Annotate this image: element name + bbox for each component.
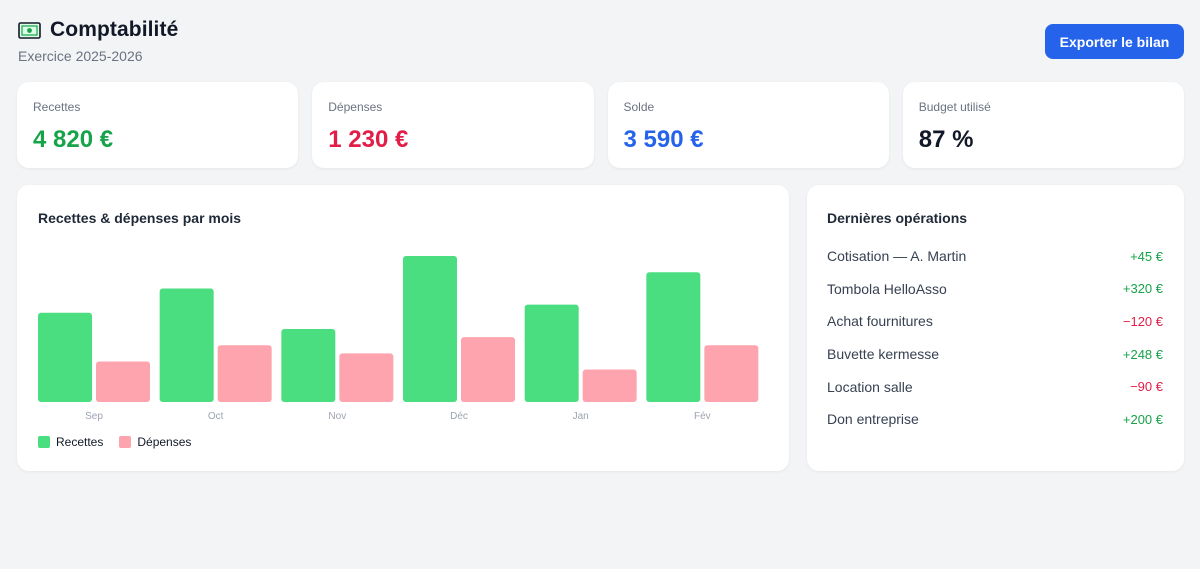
operation-amount: +248 € [1122, 346, 1163, 362]
operations-list: Cotisation — A. Martin +45 € Tombola Hel… [827, 240, 1163, 436]
bar-income [159, 288, 214, 402]
x-tick-label: Nov [328, 411, 346, 422]
bar-expense [582, 369, 637, 402]
bar-expense [217, 345, 272, 402]
operation-amount: −120 € [1122, 313, 1163, 329]
kpi-row: Recettes 4 820 € Dépenses 1 230 € Solde … [17, 82, 1184, 168]
operation-row[interactable]: Achat fournitures −120 € [827, 305, 1163, 338]
kpi-card-budget-used: Budget utilisé 87 % [902, 82, 1184, 168]
bar-expense [461, 337, 515, 402]
kpi-value: 1 230 € [328, 126, 409, 153]
kpi-card-expenses: Dépenses 1 230 € [312, 82, 594, 168]
operation-label: Cotisation — A. Martin [827, 248, 967, 265]
operation-amount: −90 € [1130, 379, 1163, 395]
x-tick-label: Oct [208, 411, 224, 422]
kpi-value: 87 % [918, 126, 974, 153]
kpi-label: Recettes [33, 100, 81, 114]
chart-legend: Recettes Dépenses [38, 435, 191, 449]
operation-amount: +200 € [1122, 411, 1163, 427]
x-tick-label: Déc [450, 411, 468, 422]
operation-label: Achat fournitures [827, 313, 933, 330]
legend-label: Dépenses [137, 435, 192, 449]
operation-row[interactable]: Don entreprise +200 € [827, 403, 1163, 436]
operation-row[interactable]: Cotisation — A. Martin +45 € [827, 240, 1163, 273]
monthly-chart-card: Sep Oct Nov Déc Jan Fév Recettes & dépenses p… [17, 185, 789, 471]
kpi-label: Solde [623, 100, 655, 114]
page-title: Comptabilité [50, 18, 179, 41]
kpi-card-balance: Solde 3 590 € [607, 82, 889, 168]
operation-row[interactable]: Tombola HelloAsso +320 € [827, 273, 1163, 306]
bar-expense [704, 345, 759, 402]
operation-amount: +45 € [1130, 248, 1163, 264]
title-row: Comptabilité [18, 18, 1184, 42]
recent-operations-card: Dernières opérations Cotisation — A. Mar… [807, 185, 1184, 471]
bar-income [524, 304, 579, 402]
x-tick-label: Jan [573, 411, 589, 422]
kpi-label: Budget utilisé [918, 100, 991, 114]
chart-title: Recettes & dépenses par mois [38, 210, 242, 226]
legend-item-income: Recettes [38, 435, 103, 449]
operation-row[interactable]: Location salle −90 € [827, 370, 1163, 403]
monthly-bar-chart: Sep Oct Nov Déc Jan Fév [38, 256, 759, 422]
operation-amount: +320 € [1122, 281, 1163, 297]
banknote-icon [18, 21, 41, 39]
operations-title: Dernières opérations [827, 210, 968, 226]
bar-expense [339, 353, 394, 402]
bar-income [403, 256, 457, 402]
legend-item-expenses: Dépenses [119, 435, 191, 449]
legend-swatch-expenses [119, 436, 132, 448]
operation-label: Location salle [827, 378, 913, 395]
kpi-value: 3 590 € [623, 126, 704, 153]
kpi-card-income: Recettes 4 820 € [17, 82, 299, 168]
bar-income [281, 329, 336, 402]
bar-income [646, 272, 701, 402]
fiscal-year-subtitle: Exercice 2025-2026 [18, 48, 143, 64]
x-tick-label: Fév [694, 411, 711, 422]
operation-label: Buvette kermesse [827, 346, 940, 363]
page-header: Comptabilité Exercice 2025-2026 Exporter… [18, 18, 1184, 66]
operation-row[interactable]: Buvette kermesse +248 € [827, 338, 1163, 371]
kpi-label: Dépenses [328, 100, 383, 114]
bar-expense [96, 361, 150, 402]
x-tick-label: Sep [85, 411, 103, 422]
export-report-button[interactable]: Exporter le bilan [1045, 24, 1184, 59]
kpi-value: 4 820 € [33, 126, 114, 153]
legend-label: Recettes [56, 435, 104, 449]
legend-swatch-income [38, 436, 50, 448]
bar-income [38, 312, 92, 402]
operation-label: Tombola HelloAsso [827, 280, 947, 297]
operation-label: Don entreprise [827, 411, 919, 428]
